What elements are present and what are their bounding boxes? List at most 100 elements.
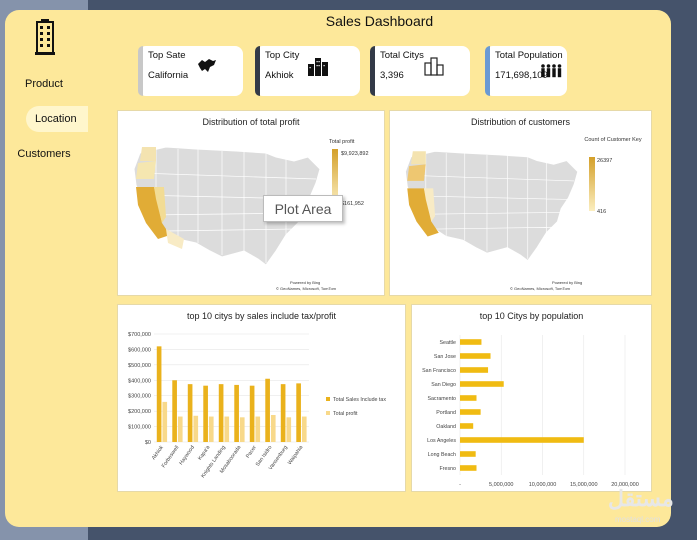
legend-swatch: [326, 411, 330, 415]
bar: [188, 384, 193, 442]
bar: [281, 384, 286, 442]
buildings-icon: [424, 56, 444, 76]
card-accent: [255, 46, 260, 96]
bar: [193, 416, 198, 442]
legend-label: Total profit: [333, 411, 358, 417]
washington-shape: [140, 147, 156, 161]
watermark-url: mostaql.com: [615, 515, 660, 524]
x-tick-label: 15,000,000: [570, 482, 598, 488]
bar: [460, 381, 504, 387]
legend-label: Total Sales Include tax: [333, 397, 386, 403]
page-title: Sales Dashboard: [88, 13, 671, 29]
y-tick-label: $700,000: [128, 332, 151, 338]
sales-profit-chart: $0$100,000$200,000$300,000$400,000$500,0…: [118, 305, 407, 493]
card-label: Total Population: [495, 50, 563, 61]
legend-min: 416: [597, 209, 606, 215]
customers-map-panel: Distribution of customers Count of Custo…: [389, 110, 652, 296]
y-tick-label: $600,000: [128, 347, 151, 353]
card-value: 3,396: [380, 70, 404, 81]
y-tick-label: Fresno: [440, 466, 457, 472]
sidebar: Product Location Customers: [0, 0, 88, 540]
card-top-state: Top Sate California: [138, 46, 243, 96]
bar: [460, 409, 481, 415]
bar: [162, 402, 167, 442]
map-title: Distribution of total profit: [118, 117, 384, 127]
card-accent: [138, 46, 143, 96]
sales-profit-chart-panel: top 10 citys by sales include tax/profit…: [117, 304, 406, 492]
people-icon: [540, 64, 562, 78]
card-value: California: [148, 70, 188, 81]
legend-max: $9,923,892: [341, 151, 369, 157]
bar: [460, 437, 584, 443]
y-tick-label: Los Angeles: [427, 438, 456, 444]
x-tick-label: 5,000,000: [489, 482, 513, 488]
bar: [234, 385, 239, 442]
bar: [460, 451, 476, 457]
bar: [157, 346, 162, 442]
y-tick-label: $200,000: [128, 409, 151, 415]
map-title: Distribution of customers: [390, 117, 651, 127]
y-tick-label: $100,000: [128, 425, 151, 431]
map-shape-icon: [196, 56, 218, 76]
y-tick-label: San Diego: [431, 382, 456, 388]
legend-max: 26397: [597, 158, 612, 164]
x-tick-label: Waipahia: [287, 445, 304, 466]
bar: [271, 415, 276, 442]
bar: [265, 379, 270, 442]
y-tick-label: Long Beach: [428, 452, 456, 458]
y-tick-label: $0: [145, 440, 151, 446]
powered-by: Powered by Bing: [290, 280, 320, 285]
usa-map: [398, 139, 588, 271]
main-area: Sales Dashboard Top Sate California Top …: [88, 10, 671, 527]
map-credit: © GeoNames, Microsoft, TomTom: [510, 286, 570, 291]
profit-map-panel: Distribution of total profit Total profi…: [117, 110, 385, 296]
bar: [460, 423, 473, 429]
map-credit: © GeoNames, Microsoft, TomTom: [276, 286, 336, 291]
washington-shape: [411, 151, 426, 164]
x-tick-label: Akhiok: [151, 444, 165, 461]
bar: [203, 386, 208, 442]
y-tick-label: San Francisco: [422, 368, 456, 374]
bar: [302, 417, 307, 442]
y-tick-label: San Jose: [434, 354, 456, 360]
y-tick-label: Sacramento: [427, 396, 456, 402]
card-label: Total Citys: [380, 50, 424, 61]
bar: [460, 395, 477, 401]
bar: [172, 380, 177, 442]
card-total-population: Total Population 171,698,109: [485, 46, 567, 96]
powered-by: Powered by Bing: [552, 280, 582, 285]
watermark: مستقل: [608, 486, 674, 512]
y-tick-label: $400,000: [128, 378, 151, 384]
bar: [296, 383, 301, 442]
bar: [460, 465, 477, 471]
bar: [460, 367, 488, 373]
nav-product[interactable]: Product: [0, 78, 88, 90]
x-tick-label: Kapa'a: [197, 445, 211, 462]
oregon-shape: [136, 161, 156, 179]
x-tick-label: -: [459, 482, 461, 488]
y-tick-label: Oakland: [436, 424, 456, 430]
x-tick-label: 10,000,000: [529, 482, 557, 488]
legend-swatch: [326, 397, 330, 401]
bar: [286, 417, 291, 442]
card-label: Top City: [265, 50, 299, 61]
nav-location[interactable]: Location: [26, 106, 88, 132]
card-top-city: Top City Akhiok: [255, 46, 360, 96]
population-chart: - 5,000,000 10,000,000 15,000,000 20,000,000…: [412, 305, 653, 493]
bar: [224, 417, 229, 442]
city-icon: [307, 56, 329, 76]
bar: [255, 417, 260, 442]
oregon-shape: [407, 164, 426, 181]
x-tick-label: Pacer: [245, 445, 258, 460]
legend-gradient: [589, 157, 595, 211]
y-tick-label: $300,000: [128, 394, 151, 400]
population-chart-panel: top 10 Citys by population - 5,000,000 10,…: [411, 304, 652, 492]
nav-customers[interactable]: Customers: [0, 148, 88, 160]
building-icon: [34, 18, 56, 56]
bar: [460, 339, 481, 345]
bar: [209, 417, 214, 442]
bar: [460, 353, 491, 359]
legend-title: Count of Customer Key: [583, 137, 643, 143]
bar: [240, 417, 245, 442]
card-accent: [485, 46, 490, 96]
